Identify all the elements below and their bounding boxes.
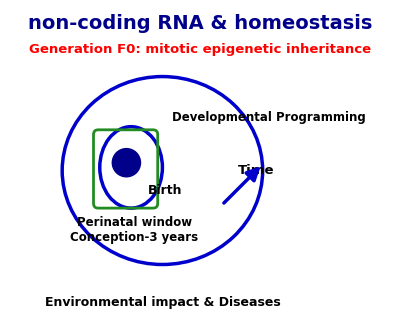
Text: Environmental impact & Diseases: Environmental impact & Diseases	[44, 295, 280, 309]
Text: Developmental Programming: Developmental Programming	[172, 111, 366, 124]
Circle shape	[112, 149, 140, 177]
Text: Time: Time	[238, 164, 275, 177]
Text: non-coding RNA & homeostasis: non-coding RNA & homeostasis	[28, 14, 372, 33]
Text: Perinatal window
Conception-3 years: Perinatal window Conception-3 years	[70, 216, 198, 244]
Text: Generation F0: mitotic epigenetic inheritance: Generation F0: mitotic epigenetic inheri…	[29, 43, 371, 57]
Text: Birth: Birth	[148, 185, 183, 198]
